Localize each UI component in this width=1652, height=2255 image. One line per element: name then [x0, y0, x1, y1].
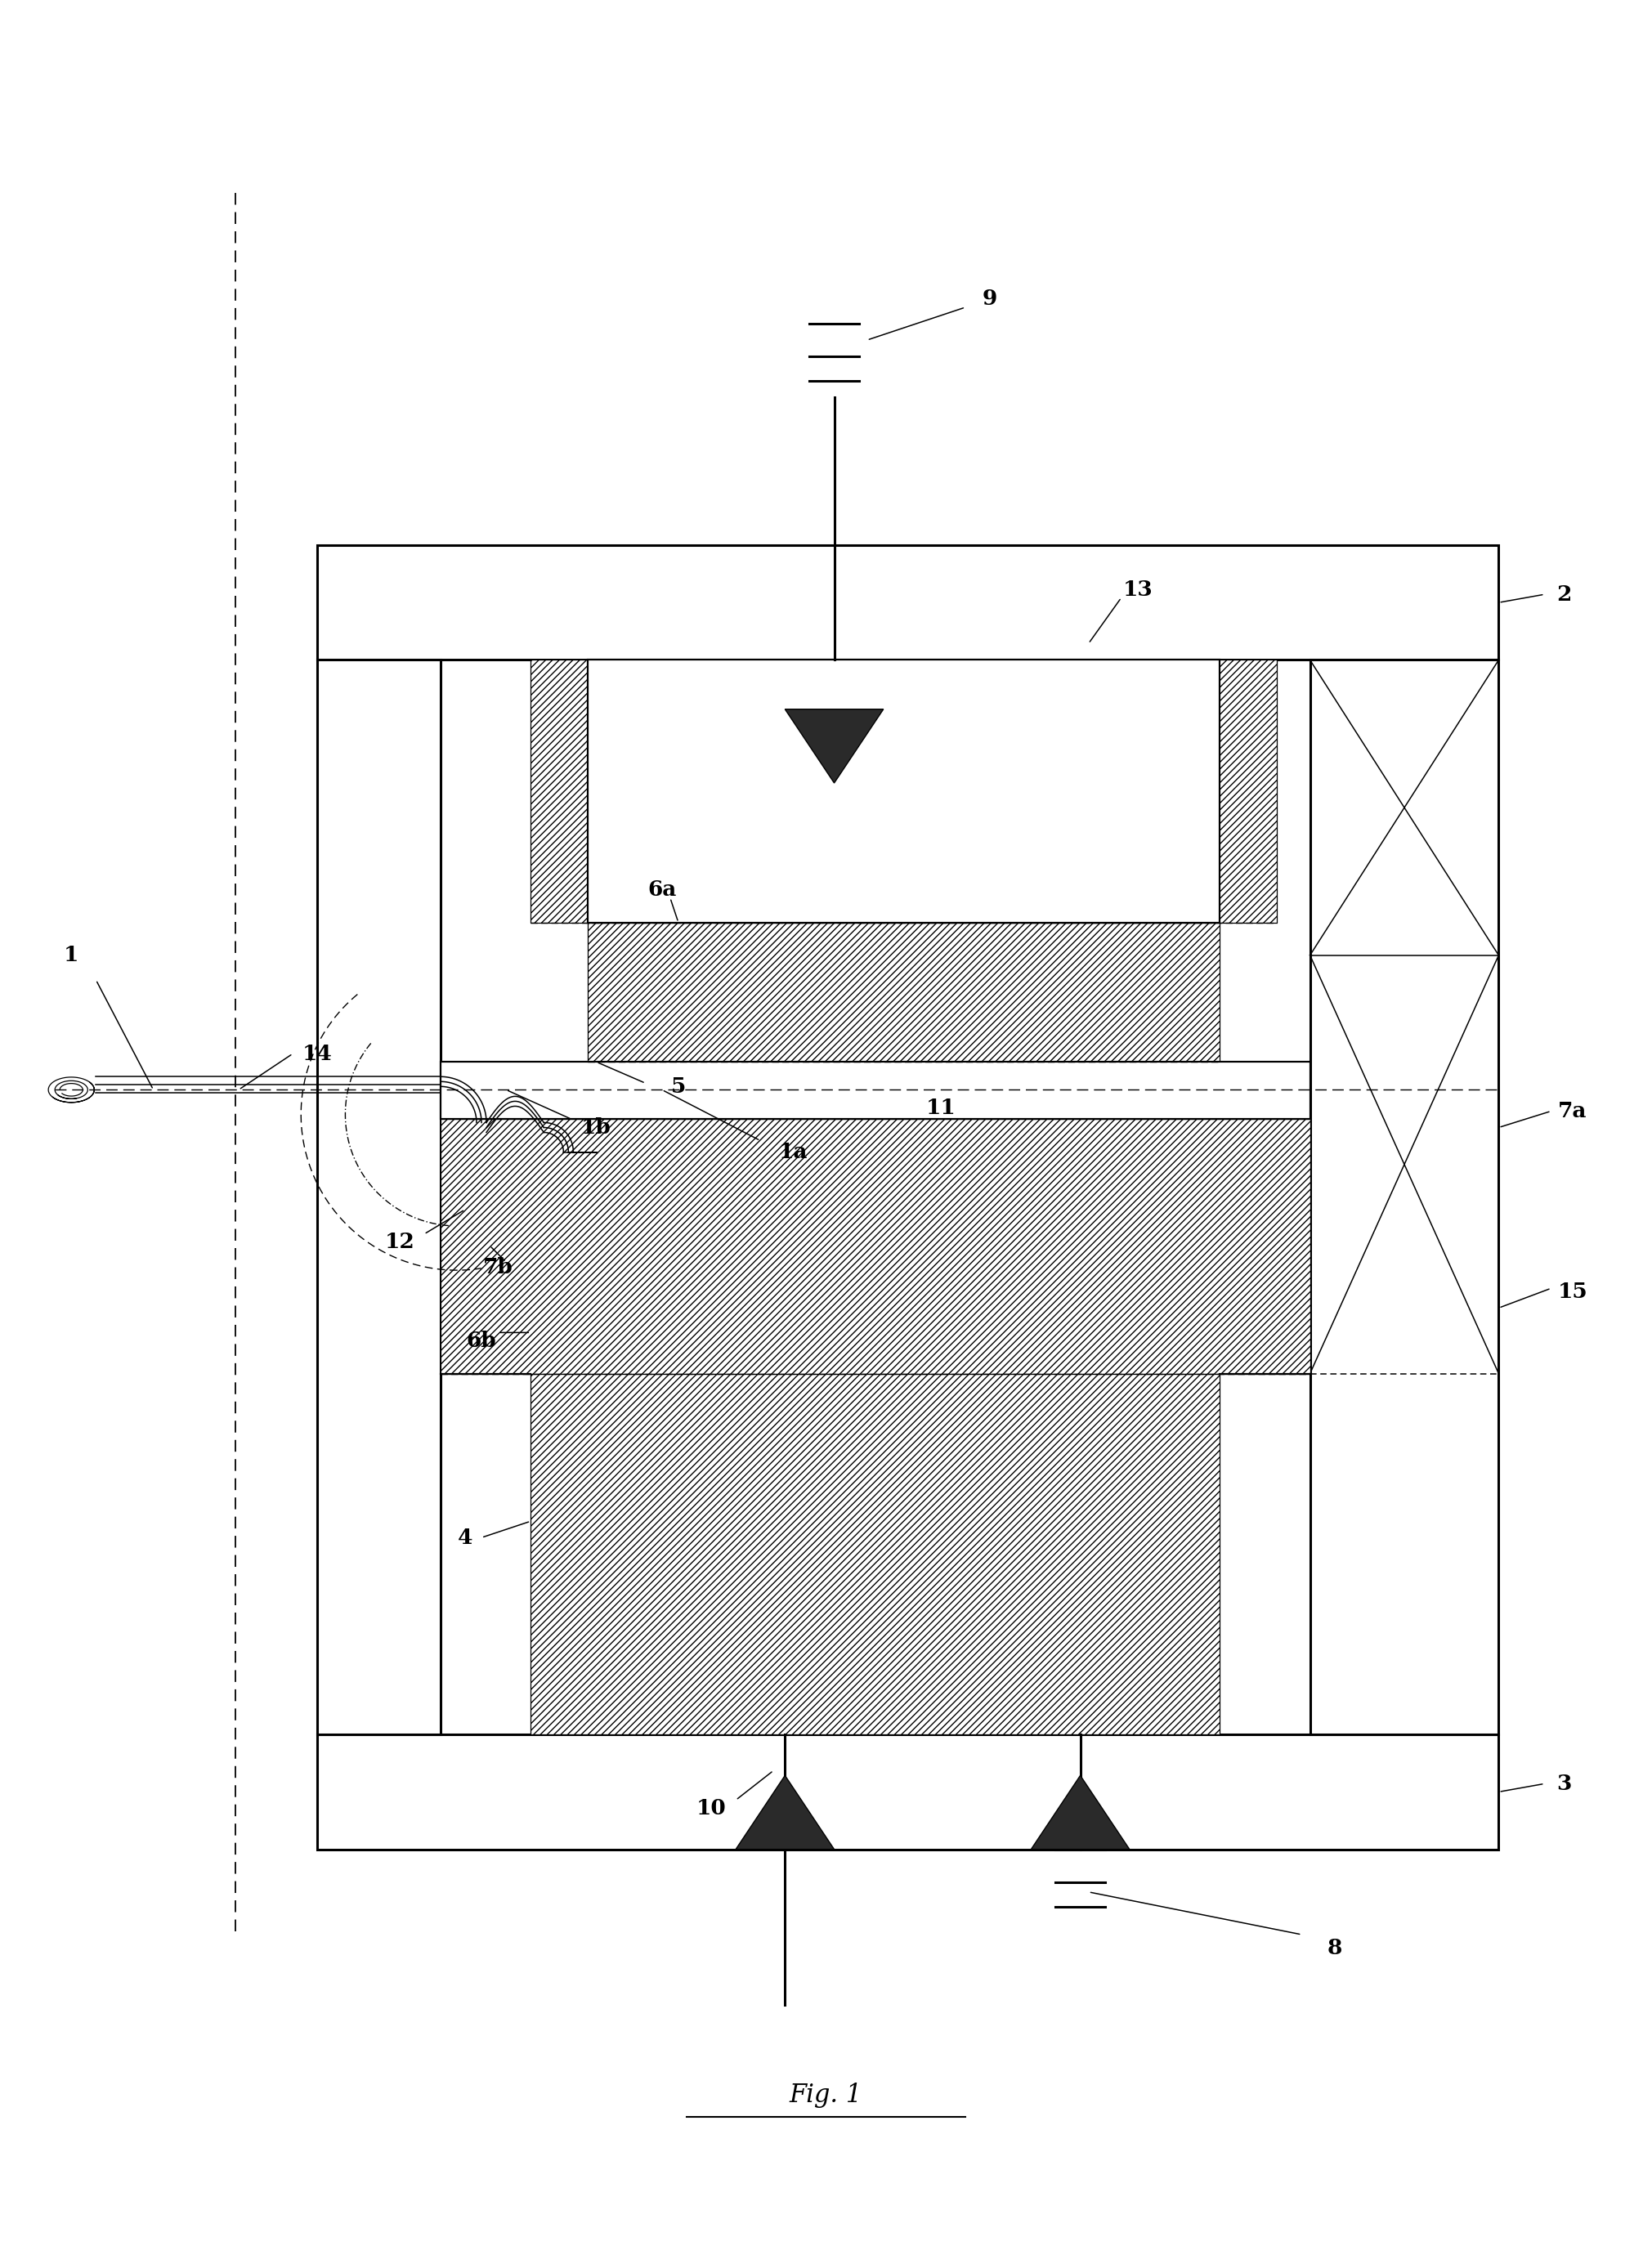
Bar	[588, 661, 1219, 922]
Text: 14: 14	[302, 1044, 332, 1064]
Text: 1b: 1b	[582, 1116, 611, 1139]
Polygon shape	[785, 708, 884, 782]
Bar	[588, 922, 1219, 1062]
Text: 6b: 6b	[466, 1330, 497, 1351]
Text: 15: 15	[1558, 1281, 1588, 1301]
Text: 11: 11	[925, 1098, 957, 1118]
Text: 7b: 7b	[482, 1256, 512, 1276]
Text: 1a: 1a	[778, 1141, 808, 1161]
Bar	[530, 661, 1277, 922]
Text: 2: 2	[1556, 584, 1571, 604]
Bar	[530, 1373, 1219, 1734]
Polygon shape	[1031, 1775, 1130, 1849]
Bar	[317, 546, 1498, 661]
Text: 9: 9	[983, 289, 998, 309]
Text: 5: 5	[671, 1076, 686, 1096]
Text: 7a: 7a	[1558, 1100, 1588, 1121]
Bar	[317, 661, 441, 1734]
Bar	[1310, 661, 1498, 1734]
Polygon shape	[735, 1775, 834, 1849]
Text: Fig. 1: Fig. 1	[790, 2084, 862, 2108]
Bar	[317, 1734, 1498, 1849]
Text: 10: 10	[695, 1797, 727, 1818]
Bar	[441, 1118, 1310, 1373]
Text: 8: 8	[1327, 1937, 1341, 1957]
Text: 12: 12	[385, 1231, 415, 1252]
Text: 1: 1	[64, 945, 79, 965]
Text: 4: 4	[458, 1527, 472, 1547]
Text: 13: 13	[1123, 580, 1153, 600]
Bar	[441, 1062, 1310, 1118]
Text: 6a: 6a	[648, 879, 676, 900]
Text: 3: 3	[1556, 1772, 1571, 1795]
